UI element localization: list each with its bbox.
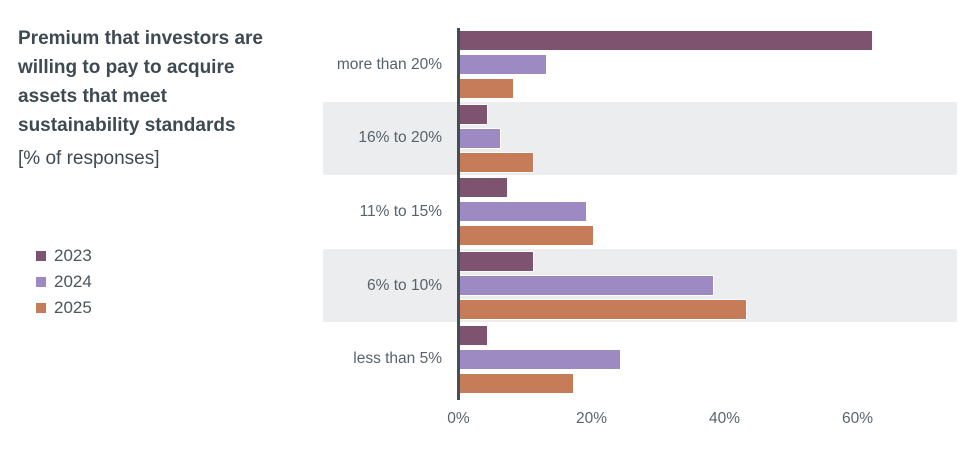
chart-title-line: willing to pay to acquire xyxy=(18,57,235,78)
bar-2025 xyxy=(460,299,747,321)
category-label: more than 20% xyxy=(336,55,442,73)
legend-swatch-2025 xyxy=(36,303,46,313)
legend-item-2024: 2024 xyxy=(36,269,92,295)
legend-swatch-2024 xyxy=(36,277,46,287)
bar-2025 xyxy=(460,225,594,247)
legend-item-2023: 2023 xyxy=(36,243,92,269)
category-group: more than 20% xyxy=(323,28,957,102)
chart-subtitle: [% of responses] xyxy=(18,148,160,169)
category-group: 16% to 20% xyxy=(323,101,957,176)
legend-label: 2023 xyxy=(54,246,92,265)
legend: 2023 2024 2025 xyxy=(36,243,92,321)
legend-label: 2024 xyxy=(54,272,92,291)
legend-item-2025: 2025 xyxy=(36,295,92,321)
bar-2024 xyxy=(460,201,588,223)
bar-cluster xyxy=(460,28,957,102)
bar-2023 xyxy=(460,251,535,273)
bar-2024 xyxy=(460,275,714,297)
bar-2025 xyxy=(460,372,575,394)
category-group: 6% to 10% xyxy=(323,248,957,323)
bar-2023 xyxy=(460,30,874,52)
x-axis-tick-labels: 0% 20% 40% 60% xyxy=(323,410,957,434)
bar-2023 xyxy=(460,177,508,199)
category-label: 16% to 20% xyxy=(358,129,442,147)
x-tick-label: 40% xyxy=(708,410,741,427)
bar-2025 xyxy=(460,78,515,100)
y-axis-line xyxy=(457,28,460,400)
category-group: less than 5% xyxy=(323,322,957,396)
bar-2024 xyxy=(460,127,501,149)
category-label: 6% to 10% xyxy=(367,276,442,294)
x-tick-label: 20% xyxy=(575,410,608,427)
bar-cluster xyxy=(460,175,957,249)
chart-title-line: sustainability standards xyxy=(18,115,236,136)
x-tick-label: 60% xyxy=(841,410,874,427)
chart-header: Premium that investors are willing to pay… xyxy=(18,24,318,170)
bar-2024 xyxy=(460,348,621,370)
chart-title-line: assets that meet xyxy=(18,86,167,107)
bar-chart-plot-area: 0% 20% 40% 60% more than 20% 16% to 20% 11% t… xyxy=(323,28,957,427)
bar-2023 xyxy=(460,103,488,125)
legend-swatch-2023 xyxy=(36,251,46,261)
bar-2023 xyxy=(460,324,488,346)
legend-label: 2025 xyxy=(54,298,92,317)
chart-title-line: Premium that investors are xyxy=(18,28,263,49)
x-tick-label: 0% xyxy=(447,410,470,427)
bar-cluster xyxy=(460,322,957,396)
category-label: less than 5% xyxy=(353,350,442,368)
bar-2025 xyxy=(460,151,535,173)
category-group: 11% to 15% xyxy=(323,175,957,249)
bar-cluster xyxy=(460,249,957,323)
category-label: 11% to 15% xyxy=(359,202,442,220)
bar-cluster xyxy=(460,102,957,176)
chart-title: Premium that investors are willing to pay… xyxy=(18,24,318,140)
bar-2024 xyxy=(460,54,548,76)
